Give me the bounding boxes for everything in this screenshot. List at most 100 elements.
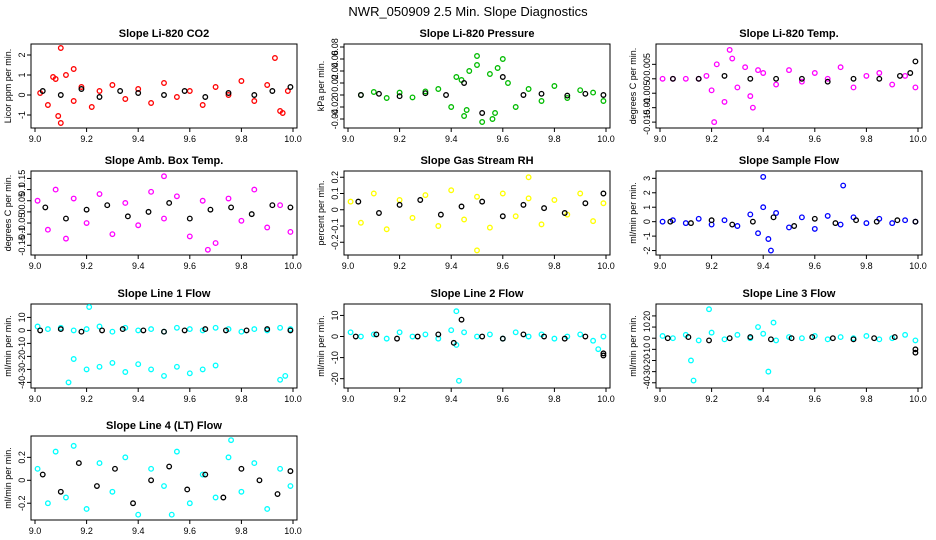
data-point xyxy=(173,363,180,370)
data-point xyxy=(264,506,271,512)
data-point xyxy=(721,98,728,105)
overlay-point xyxy=(600,352,607,359)
y-tick-label: 0.08 xyxy=(330,38,340,56)
data-point xyxy=(512,213,519,220)
data-point xyxy=(409,94,416,101)
data-point xyxy=(876,336,883,343)
overlay-point xyxy=(220,494,227,501)
y-tick-label: -0.04 xyxy=(330,109,340,130)
x-tick-label: 10.0 xyxy=(284,526,302,536)
data-point xyxy=(264,82,271,88)
y-tick-label: -1 xyxy=(17,111,27,119)
overlay-point xyxy=(39,471,46,478)
y-axis-label: ml/min per min. xyxy=(628,315,638,377)
data-point xyxy=(212,494,219,501)
x-tick-label: 10.0 xyxy=(284,134,302,144)
y-tick-label: 10 xyxy=(642,322,652,332)
overlay-point xyxy=(871,335,878,342)
panel-title: Slope Line 1 Flow xyxy=(118,288,211,300)
overlay-point xyxy=(747,334,754,341)
overlay-point xyxy=(140,327,147,334)
points-group xyxy=(34,437,294,518)
overlay-point xyxy=(688,220,694,227)
data-point xyxy=(711,119,718,126)
data-point xyxy=(695,337,702,344)
overlay-point xyxy=(181,88,188,94)
data-point xyxy=(225,454,232,461)
data-point xyxy=(370,331,377,338)
data-point xyxy=(479,119,486,125)
data-point xyxy=(682,220,689,227)
data-point xyxy=(713,61,720,68)
x-tick-label: 9.4 xyxy=(757,134,770,144)
overlay-point xyxy=(287,468,294,475)
data-point xyxy=(83,326,90,333)
overlay-point xyxy=(708,217,715,224)
overlay-point xyxy=(520,201,527,208)
data-point xyxy=(659,75,666,82)
overlay-point xyxy=(479,198,486,205)
overlay-point xyxy=(773,75,780,82)
x-tick-label: 9.0 xyxy=(342,261,355,271)
data-point xyxy=(70,327,77,334)
overlay-point xyxy=(396,201,403,208)
data-point xyxy=(577,331,584,338)
y-tick-label: 2 xyxy=(642,190,652,195)
panel-title: Slope Line 3 Flow xyxy=(743,288,836,300)
data-point xyxy=(135,511,142,518)
data-point xyxy=(161,173,167,180)
data-point xyxy=(721,217,728,224)
overlay-point xyxy=(130,500,136,507)
data-point xyxy=(492,110,499,116)
data-point xyxy=(277,324,284,331)
data-point xyxy=(688,357,694,364)
data-point xyxy=(474,53,480,59)
data-point xyxy=(824,75,831,82)
plot-frame xyxy=(655,170,923,256)
data-point xyxy=(876,70,883,76)
data-point xyxy=(863,220,870,227)
data-point xyxy=(135,361,142,368)
data-point xyxy=(499,190,506,197)
data-point xyxy=(726,46,733,53)
data-point xyxy=(34,465,41,472)
data-point xyxy=(65,379,72,386)
data-point xyxy=(486,71,493,77)
data-point xyxy=(161,483,167,489)
data-point xyxy=(669,335,676,342)
data-point xyxy=(212,324,219,331)
data-point xyxy=(755,67,761,74)
overlay-point xyxy=(499,335,506,342)
data-point xyxy=(577,190,584,197)
x-tick-label: 9.6 xyxy=(497,261,510,271)
data-point xyxy=(109,328,116,335)
plot-frame xyxy=(30,435,298,521)
data-point xyxy=(88,104,95,110)
data-point xyxy=(703,72,710,79)
y-tick-label: 0.2 xyxy=(17,451,27,464)
data-point xyxy=(50,74,57,80)
data-point xyxy=(204,246,211,253)
x-tick-label: 9.2 xyxy=(80,261,93,271)
data-point xyxy=(850,84,857,91)
data-point xyxy=(721,336,728,343)
data-point xyxy=(489,116,496,122)
data-point xyxy=(347,329,354,336)
data-point xyxy=(161,215,167,222)
overlay-point xyxy=(269,88,276,94)
data-point xyxy=(161,80,167,86)
overlay-point xyxy=(912,346,919,353)
y-axis-label: ml/min per min. xyxy=(316,315,326,377)
x-tick-label: 9.8 xyxy=(860,261,873,271)
panel-5: Slope Gas Stream RH 9.0 9.2 9.4 9.6 9.8 10.0 -0… xyxy=(316,155,615,271)
panel-10: Slope Line 4 (LT) Flow 9.0 9.2 9.4 9.6 9.8 10.… xyxy=(3,420,302,536)
data-point xyxy=(466,68,473,74)
overlay-point xyxy=(104,202,111,209)
y-axis-label: Licor ppm per min. xyxy=(3,49,13,124)
x-tick-label: 10.0 xyxy=(284,394,302,404)
x-tick-label: 10.0 xyxy=(597,134,615,144)
data-point xyxy=(747,93,754,100)
overlay-point xyxy=(394,335,400,342)
overlay-point xyxy=(770,214,777,221)
data-point xyxy=(463,107,470,113)
